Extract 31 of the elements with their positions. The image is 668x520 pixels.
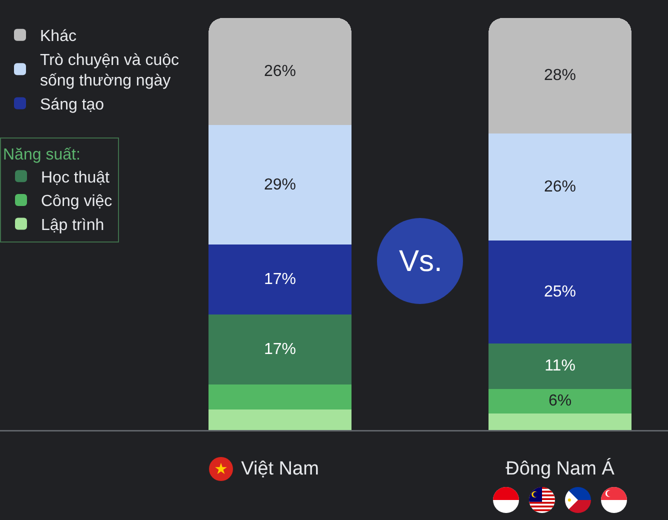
bar: [208, 314, 352, 385]
legend-label: Sáng tạo: [40, 96, 104, 114]
legend-label: Trò chuyện và cuộc sống thường ngày: [40, 52, 180, 90]
data-label: 28%: [544, 67, 576, 84]
bar: [488, 133, 632, 240]
bar: [488, 18, 632, 134]
legend-label: Khác: [40, 28, 76, 46]
legend-label: Lập trình: [41, 217, 104, 234]
x-tick-label: Việt Nam: [241, 458, 319, 480]
bar: [488, 343, 632, 389]
bar: [488, 414, 632, 430]
bar: [488, 240, 632, 344]
data-label: 26%: [264, 63, 296, 80]
data-label: 26%: [544, 178, 576, 196]
bar: [208, 409, 352, 430]
data-label: 17%: [264, 271, 296, 288]
bar: [208, 18, 352, 126]
data-label: 11%: [544, 358, 576, 375]
x-tick-label: Đông Nam Á: [506, 457, 615, 480]
bar: [208, 125, 352, 245]
data-label: 25%: [544, 283, 576, 300]
data-label: 29%: [264, 176, 296, 194]
data-label: 17%: [264, 341, 296, 358]
annotation: Vs.: [399, 245, 442, 278]
bar: [208, 384, 352, 410]
legend-label: Công việc: [41, 193, 112, 210]
bar: [488, 388, 632, 414]
legend-label: Học thuật: [41, 169, 110, 186]
legend-title: Năng suất:: [3, 146, 80, 164]
bar: [208, 244, 352, 315]
data-label: 6%: [548, 392, 572, 410]
